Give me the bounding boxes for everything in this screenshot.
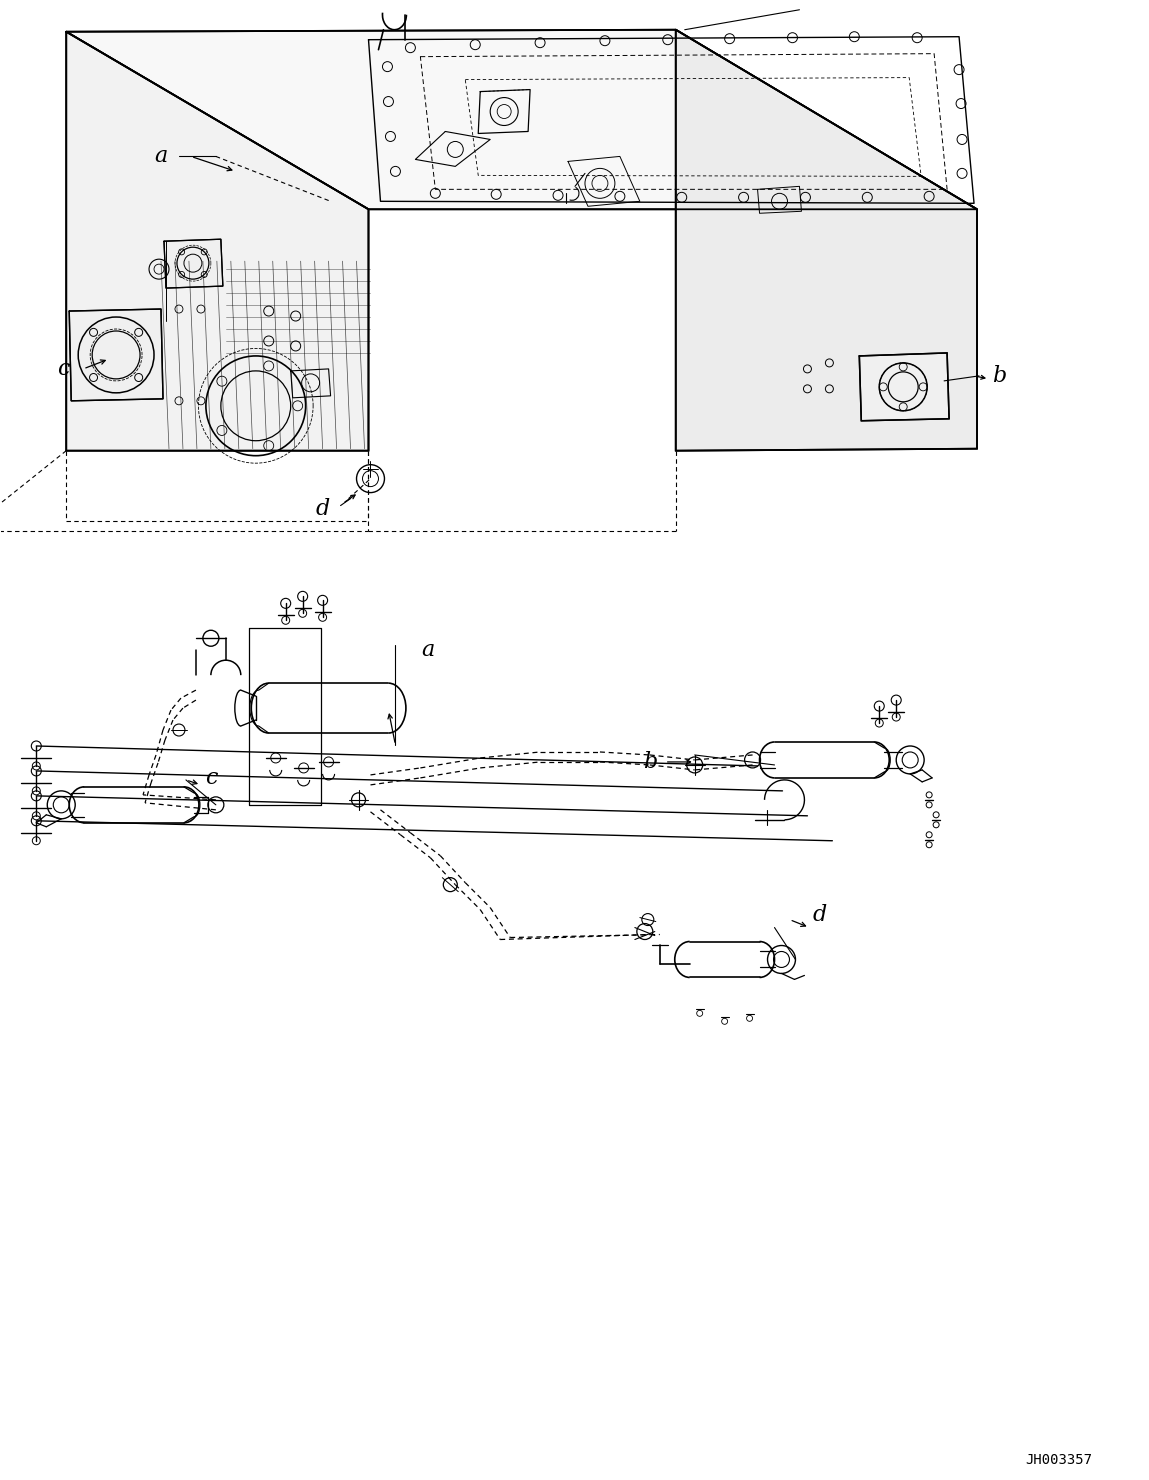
- Text: d: d: [316, 497, 330, 519]
- Text: b: b: [642, 750, 657, 773]
- Text: c: c: [205, 767, 217, 789]
- Polygon shape: [67, 30, 977, 209]
- Text: b: b: [992, 366, 1007, 386]
- Text: a: a: [422, 639, 435, 662]
- Polygon shape: [164, 240, 223, 289]
- Polygon shape: [69, 309, 163, 401]
- Text: JH003357: JH003357: [1025, 1453, 1093, 1467]
- Text: a: a: [154, 145, 168, 167]
- Text: c: c: [57, 358, 69, 380]
- Polygon shape: [859, 352, 949, 420]
- Text: d: d: [812, 904, 826, 925]
- Polygon shape: [676, 30, 977, 451]
- Polygon shape: [67, 31, 369, 451]
